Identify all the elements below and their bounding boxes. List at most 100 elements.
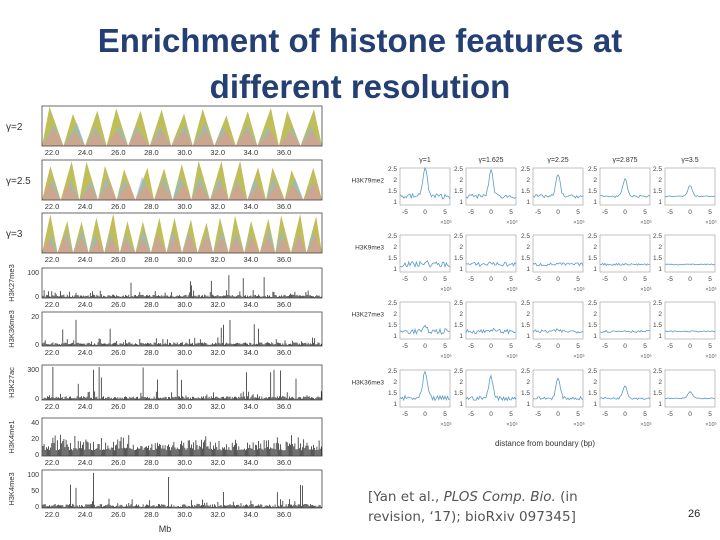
x-tick-label: 22.0 [45,148,60,157]
row-label: H3K27me3 [351,312,384,319]
x-tick-label: 36.0 [277,458,292,467]
x-tick-label: 5 [443,276,447,283]
x-tick-label: 30.0 [177,300,192,309]
y-tick-label: 2 [459,177,463,184]
enrichment-line [599,385,651,400]
enrichment-line [465,168,517,200]
x-tick-label: 32.0 [210,300,225,309]
y-tick-label: 1.5 [521,390,530,397]
slide-title-line2: different resolution [209,68,511,105]
x-tick-label: 26.0 [111,458,126,467]
y-tick-label: 1 [658,401,662,408]
y-tick-label: 2.5 [454,300,463,307]
x-tick-label: 36.0 [277,255,292,264]
x-tick-label: -5 [468,411,474,418]
x-multiplier: ×10⁵ [440,353,452,360]
x-tick-label: 5 [509,411,513,418]
x-tick-label: 30.0 [177,402,192,411]
signal-peaks [42,472,322,508]
x-tick-label: 30.0 [177,202,192,211]
x-tick-label: 28.0 [144,148,159,157]
panel-frame [599,167,651,206]
x-tick-label: 26.0 [111,348,126,357]
x-tick-label: -5 [468,343,474,350]
x-tick-label: -5 [667,276,673,283]
x-tick-label: 5 [643,411,647,418]
y-tick-label: 2.5 [521,233,530,240]
y-tick-label: 2 [393,244,397,251]
x-tick-label: 24.0 [78,202,93,211]
y-tick-label: 2.5 [588,368,597,375]
x-multiplier: ×10⁵ [573,219,585,226]
y-tick-label: 1 [593,333,597,340]
x-tick-label: 5 [509,209,513,216]
track-frame [41,159,323,201]
domain-triangles [42,235,322,253]
y-tick-label: 2.5 [653,166,662,173]
enrichment-line [465,327,517,335]
y-tick-label: 100 [27,270,39,277]
panel-frame [599,234,651,273]
x-tick-label: 22.0 [45,402,60,411]
y-tick-label: 20 [31,314,39,321]
y-tick-label: 2.5 [388,233,397,240]
y-tick-label: 2 [658,244,662,251]
x-tick-label: 32.0 [210,148,225,157]
x-tick-label: 26.0 [111,300,126,309]
x-tick-label: 24.0 [78,255,93,264]
x-tick-label: 5 [708,411,712,418]
y-tick-label: 1 [459,266,463,273]
x-tick-label: 0 [423,411,427,418]
panel-frame [664,167,716,206]
y-tick-label: 1 [459,199,463,206]
y-tick-label: 20 [31,436,39,443]
x-tick-label: 5 [708,343,712,350]
y-tick-label: 2 [459,379,463,386]
y-tick-label: 2 [526,379,530,386]
y-tick-label: 2.5 [588,300,597,307]
y-tick-label: 300 [27,367,39,374]
y-tick-label: 1.5 [454,390,463,397]
x-tick-label: 28.0 [144,402,159,411]
x-tick-label: 22.0 [45,300,60,309]
x-tick-label: 34.0 [244,300,259,309]
y-tick-label: 1.5 [588,255,597,262]
panel-frame [465,234,517,273]
enrichment-line [465,374,517,402]
y-tick-label: 2.5 [454,368,463,375]
x-tick-label: 30.0 [177,348,192,357]
x-tick-label: 0 [556,276,560,283]
x-multiplier: ×10⁵ [640,421,652,428]
y-tick-label: 1 [658,266,662,273]
x-tick-label: -5 [602,411,608,418]
y-tick-label: 1.5 [521,255,530,262]
panel-frame [532,234,584,273]
y-tick-label: 1.5 [521,188,530,195]
column-header: γ=2.25 [547,157,568,164]
x-tick-label: -5 [535,209,541,216]
x-tick-label: 22.0 [45,348,60,357]
enrichment-line [664,185,716,198]
x-tick-label: -5 [535,276,541,283]
column-header: γ=1 [419,157,431,164]
enrichment-line [664,263,716,266]
x-tick-label: 0 [688,209,692,216]
panel-frame [532,167,584,206]
x-tick-label: 0 [623,209,627,216]
x-tick-label: -5 [602,209,608,216]
panel-frame [399,301,451,340]
x-multiplier: ×10⁵ [705,219,717,226]
x-tick-label: 5 [576,209,580,216]
x-tick-label: 28.0 [144,458,159,467]
x-tick-label: 34.0 [244,458,259,467]
y-tick-label: 2 [593,311,597,318]
x-tick-label: 34.0 [244,255,259,264]
y-tick-label: 0 [35,504,39,511]
y-tick-label: 1 [593,401,597,408]
x-tick-label: 36.0 [277,202,292,211]
x-tick-label: 0 [423,209,427,216]
x-tick-label: 0 [623,411,627,418]
x-tick-label: 34.0 [244,148,259,157]
y-tick-label: 1.5 [388,255,397,262]
